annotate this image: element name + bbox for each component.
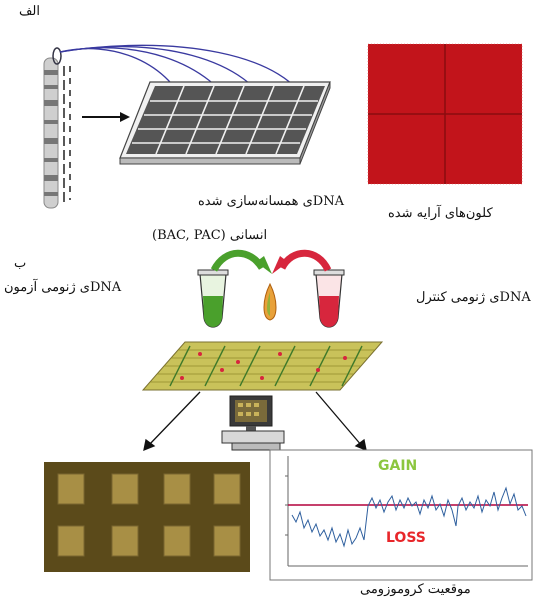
chromosome-position-label: موقعیت کروموزومی <box>360 582 471 597</box>
gain-label: GAIN <box>378 458 418 474</box>
cloned-dna-label-2: انسانی (BAC, PAC) <box>152 228 267 243</box>
control-dna-label: DNAی ژنومی کنترل <box>416 290 531 305</box>
mix-arrows <box>210 249 332 274</box>
arrayed-clones-label: کلون‌های آرایه شده <box>388 206 493 221</box>
chromosome <box>43 47 71 209</box>
cloned-dna-source: انسانی (BAC, PAC) <box>152 228 268 243</box>
computer-icon <box>221 395 285 451</box>
control-dna-tube <box>313 269 345 328</box>
copy-number-plot <box>269 449 533 581</box>
hybridized-array <box>141 341 384 391</box>
scan-arrows <box>143 391 367 452</box>
part-a-label: الف <box>18 4 40 19</box>
test-dna-label: DNAی ژنومی آزمون <box>4 280 122 295</box>
arrayed-clones-image <box>367 43 523 185</box>
loss-label: LOSS <box>386 530 426 546</box>
cloned-dna-label: DNAی همسانه‌سازی شده <box>198 194 344 209</box>
test-dna-tube <box>197 269 229 328</box>
part-b-label: ب <box>14 256 27 271</box>
scanned-array-image <box>44 462 250 572</box>
arrow-to-slide <box>82 112 130 122</box>
spotted-slide <box>119 81 331 165</box>
mixed-sample-drop <box>263 282 277 321</box>
